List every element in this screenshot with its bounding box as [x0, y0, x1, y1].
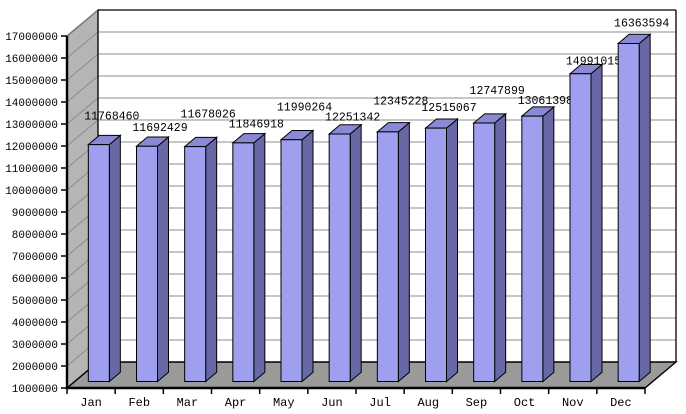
value-label-feb: 11692429 [132, 122, 187, 135]
x-tick-label-jun: Jun [321, 396, 343, 410]
value-label-may: 11990264 [277, 101, 332, 114]
y-tick-label: 4000000 [12, 318, 58, 330]
bar-side-jun [349, 123, 362, 383]
y-tick-label: 10000000 [5, 186, 58, 198]
gridline-wall [66, 9, 99, 37]
x-tick-label-dec: Dec [610, 396, 632, 410]
value-label-mar: 11678026 [181, 108, 236, 121]
bar-side-aug [446, 117, 458, 383]
bar-mar [184, 146, 207, 382]
x-tick-label-jan: Jan [80, 396, 102, 410]
value-label-jun: 12251342 [325, 112, 380, 125]
y-tick-label: 2000000 [12, 362, 58, 374]
x-tick-label-nov: Nov [562, 396, 584, 410]
value-label-sep: 12747899 [470, 85, 525, 98]
bar-jan [87, 144, 110, 382]
gridline-wall [66, 119, 99, 147]
x-tick-label-may: May [273, 396, 295, 410]
bar-side-may [301, 129, 314, 383]
bar-side-jan [108, 134, 121, 383]
value-label-apr: 11846918 [229, 119, 284, 132]
bar-side-nov [590, 63, 603, 383]
bar-feb [136, 145, 158, 382]
value-label-nov: 14991015 [566, 55, 621, 68]
y-tick-label: 16000000 [5, 54, 58, 66]
x-tick-label-sep: Sep [466, 396, 488, 410]
gridline-wall [66, 31, 99, 59]
y-tick-label: 6000000 [12, 274, 58, 286]
bar-dec [617, 43, 640, 382]
y-tick-label: 8000000 [12, 230, 58, 242]
x-tick-label-oct: Oct [514, 396, 536, 410]
bar-jun [328, 133, 351, 382]
bar-may [280, 139, 303, 382]
x-tick-label-jul: Jul [369, 396, 391, 410]
y-tick-label: 5000000 [12, 296, 58, 308]
bar-side-mar [205, 136, 218, 383]
bar-nov [569, 73, 592, 382]
y-tick-label: 17000000 [5, 32, 58, 44]
bar-side-jul [397, 121, 410, 383]
gridline-wall [66, 53, 99, 81]
gridline-wall [66, 75, 99, 103]
x-tick-label-feb: Feb [128, 396, 150, 410]
y-tick-label: 15000000 [5, 76, 58, 88]
value-label-dec: 16363594 [614, 17, 669, 30]
bar-apr [232, 142, 255, 382]
gridline-wall [66, 97, 99, 125]
y-tick-label: 1000000 [12, 384, 58, 396]
bar-jul [376, 131, 399, 382]
y-tick-label: 12000000 [5, 142, 58, 154]
value-label-aug: 12515067 [421, 102, 476, 115]
bar-side-sep [494, 112, 507, 383]
bar-aug [425, 127, 447, 382]
bar-sep [473, 122, 496, 382]
x-tick-label-mar: Mar [177, 396, 199, 410]
x-tick-label-aug: Aug [417, 396, 439, 410]
bar-side-oct [542, 105, 555, 383]
y-tick-label: 11000000 [5, 164, 58, 176]
bar-side-dec [638, 33, 651, 383]
bar-oct [521, 115, 544, 382]
y-tick-label: 9000000 [12, 208, 58, 220]
y-tick-label: 7000000 [12, 252, 58, 264]
y-tick-label: 13000000 [5, 120, 58, 132]
value-label-oct: 13061398 [518, 95, 573, 108]
value-label-jan: 11768460 [84, 110, 139, 123]
bar-side-apr [253, 132, 266, 383]
y-tick-label: 14000000 [5, 98, 58, 110]
bar-side-feb [157, 135, 169, 383]
value-label-jul: 12345228 [373, 96, 428, 109]
y-tick-label: 3000000 [12, 340, 58, 352]
x-tick-label-apr: Apr [225, 396, 247, 410]
